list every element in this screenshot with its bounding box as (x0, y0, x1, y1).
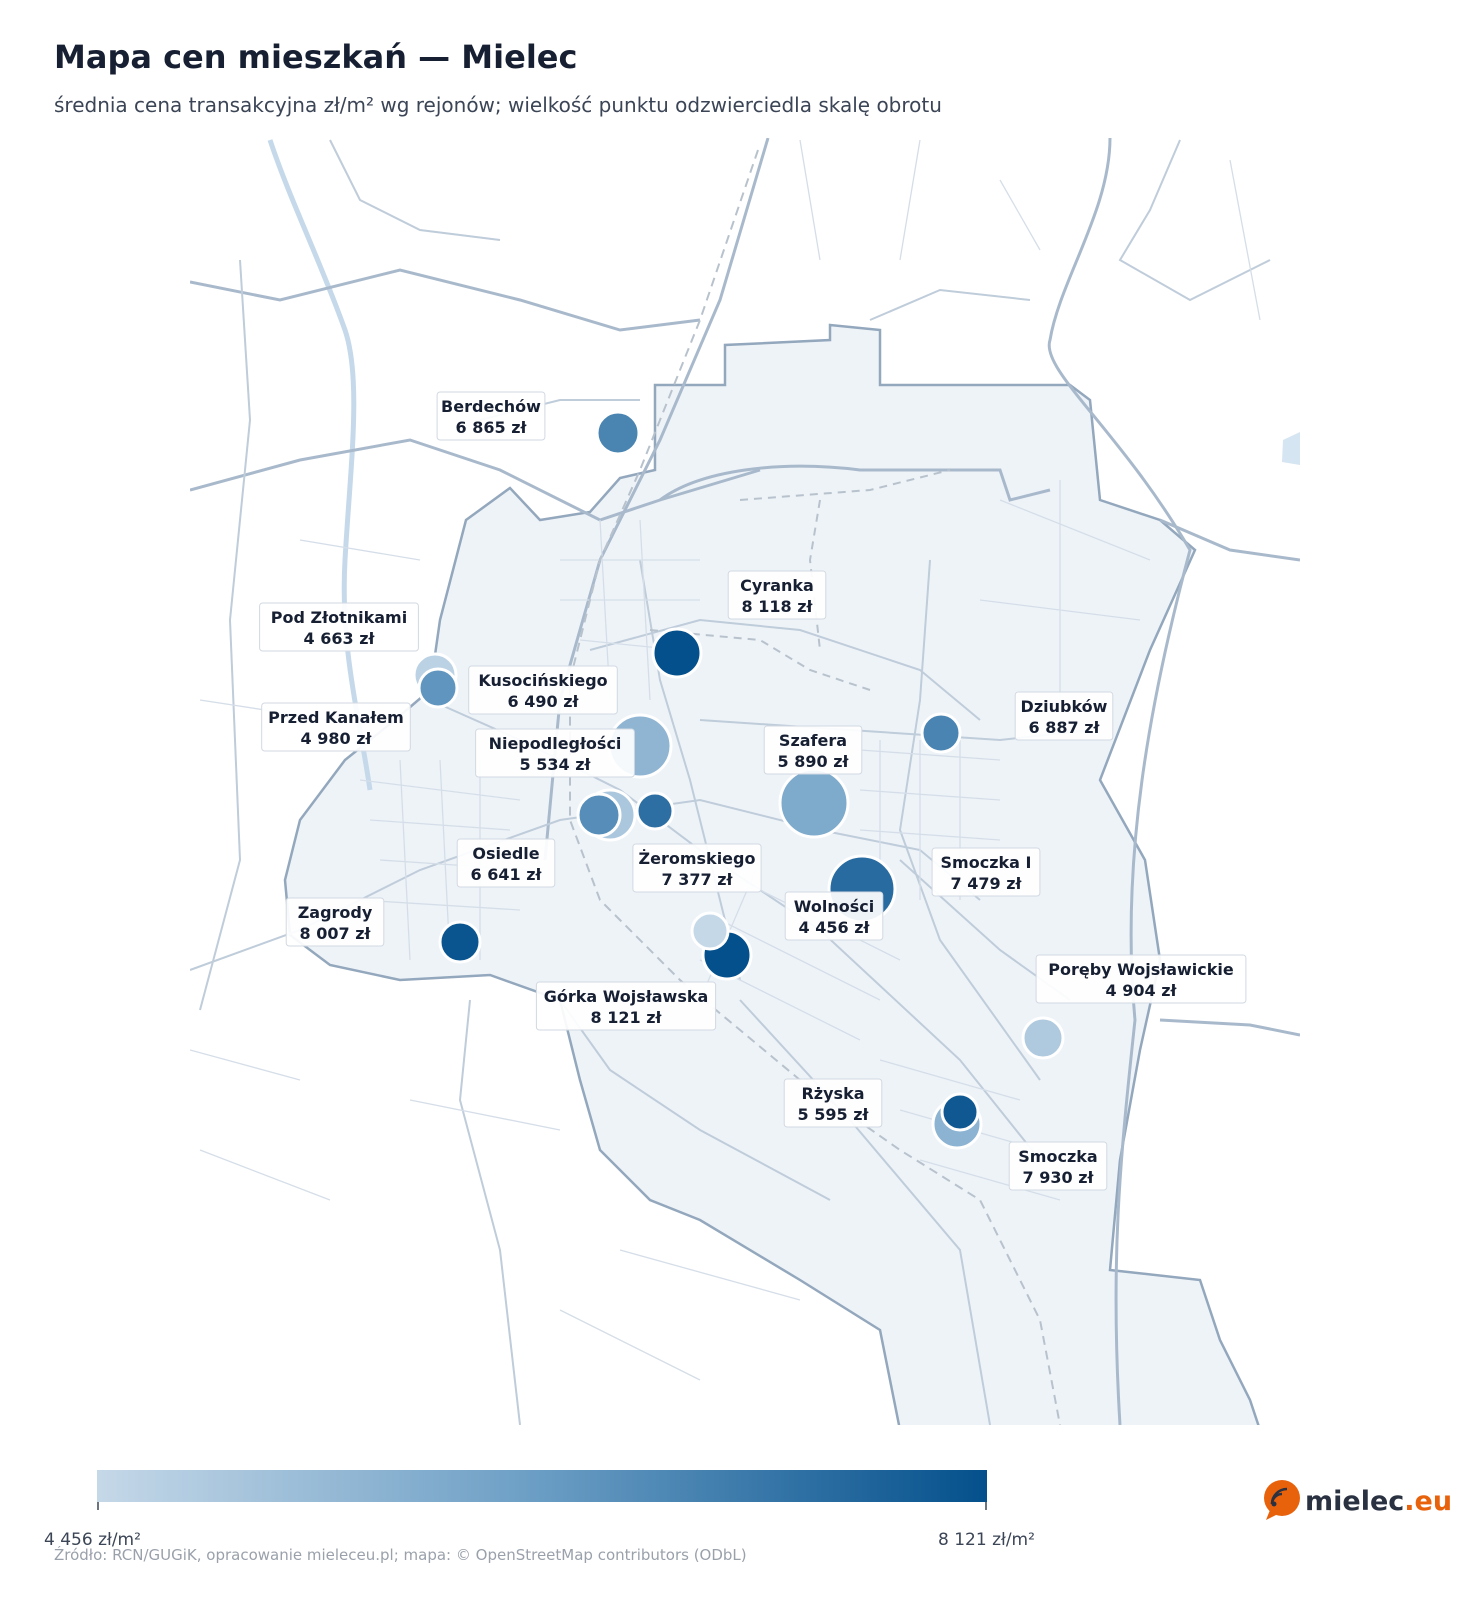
district-name: Pod Złotnikami (271, 608, 407, 627)
brand-accent: .eu (1404, 1486, 1453, 1517)
district-price: 5 534 zł (520, 755, 592, 774)
point-poreby-wojslawickie (1021, 1016, 1065, 1060)
railway-branch (649, 469, 951, 691)
railway (569, 149, 1061, 1425)
label-kusocinskiego: Kusocińskiego 6 490 zł (468, 665, 618, 715)
district-name: Berdechów (441, 397, 541, 416)
label-dziubkow: Dziubków 6 887 zł (1014, 691, 1114, 741)
label-rzyska: Rżyska 5 595 zł (783, 1078, 883, 1128)
label-box (784, 891, 884, 941)
district-price: 6 490 zł (508, 692, 580, 711)
label-box (261, 702, 411, 752)
point-wolnosci (690, 911, 730, 951)
label-box (1035, 954, 1247, 1004)
district-price: 6 887 zł (1029, 718, 1101, 737)
lake (1282, 432, 1300, 465)
point-dziubkow (920, 712, 962, 754)
district-name: Górka Wojsławska (544, 987, 709, 1006)
label-box (632, 843, 762, 893)
colorbar-min-label: 4 456 zł/m² (44, 1530, 141, 1550)
label-box (727, 570, 827, 620)
page-title: Mapa cen mieszkań — Mielec (54, 38, 578, 76)
label-box (456, 838, 556, 888)
district-name: Rżyska (801, 1084, 864, 1103)
district-price: 8 007 zł (300, 924, 372, 943)
point-zeromskiego (635, 791, 675, 831)
district-price: 6 865 zł (456, 418, 528, 437)
point-zagrody (438, 920, 482, 964)
city-boundary (283, 323, 1260, 1425)
label-szafera: Szafera 5 890 zł (763, 725, 863, 775)
point-osiedle (576, 792, 622, 838)
label-box (783, 1078, 883, 1128)
label-box (763, 725, 863, 775)
district-name: Osiedle (472, 844, 539, 863)
district-name: Dziubków (1021, 697, 1108, 716)
point-smoczka (940, 1092, 980, 1132)
district-price: 4 904 zł (1106, 981, 1178, 1000)
district-price: 7 930 zł (1023, 1168, 1095, 1187)
district-name: Cyranka (740, 576, 814, 595)
point-szafera (778, 767, 850, 839)
label-gorka-wojslawska: Górka Wojsławska 8 121 zł (535, 981, 717, 1031)
point-cyranka (651, 627, 703, 679)
district-name: Niepodległości (489, 734, 622, 753)
district-name: Zagrody (298, 903, 373, 922)
district-name: Kusocińskiego (478, 671, 607, 690)
label-berdechow: Berdechów 6 865 zł (436, 391, 546, 441)
district-labels: Berdechów 6 865 zł Cyranka 8 118 zł Pod Złot… (259, 391, 1247, 1191)
label-wolnosci: Wolności 4 456 zł (784, 891, 884, 941)
label-box (1008, 1141, 1108, 1191)
district-price: 8 118 zł (742, 597, 814, 616)
district-price: 7 479 zł (951, 874, 1023, 893)
district-points (412, 410, 1065, 1150)
label-cyranka: Cyranka 8 118 zł (727, 570, 827, 620)
label-box (436, 391, 546, 441)
river (267, 139, 373, 791)
colorbar (97, 1470, 987, 1502)
label-box (475, 728, 635, 778)
label-box (259, 602, 419, 652)
district-name: Przed Kanałem (268, 708, 404, 727)
district-price: 6 641 zł (471, 865, 543, 884)
point-berdechow (595, 410, 641, 456)
point-kusocinskiego (417, 667, 459, 709)
basemap (190, 138, 1300, 1425)
district-name: Wolności (794, 897, 874, 916)
district-price: 7 377 zł (662, 870, 734, 889)
label-przed-kanalem: Przed Kanałem 4 980 zł (261, 702, 411, 752)
district-price: 8 121 zł (591, 1008, 663, 1027)
wifi-signal-icon (1264, 1480, 1300, 1520)
district-price: 5 890 zł (778, 752, 850, 771)
label-zagrody: Zagrody 8 007 zł (285, 897, 385, 947)
district-name: Szafera (779, 731, 847, 750)
colorbar-max-label: 8 121 zł/m² (938, 1530, 1035, 1550)
district-price: 4 980 zł (301, 729, 373, 748)
source-note: Źródło: RCN/GUGiK, opracowanie mieleceu.… (54, 1546, 747, 1564)
label-box (931, 847, 1041, 897)
brand-logo: mielec.eu (1305, 1486, 1452, 1517)
district-name: Smoczka (1018, 1147, 1097, 1166)
brand-name: mielec (1305, 1486, 1405, 1517)
district-name: Smoczka I (941, 853, 1032, 872)
district-name: Poręby Wojsławickie (1048, 960, 1234, 979)
label-poreby-wojslawickie: Poręby Wojsławickie 4 904 zł (1035, 954, 1247, 1004)
label-pod-zlotnikami: Pod Złotnikami 4 663 zł (259, 602, 419, 652)
district-name: Żeromskiego (639, 849, 756, 868)
district-price: 4 663 zł (304, 629, 376, 648)
major-roads (190, 138, 1300, 1425)
label-niepodleglosci: Niepodległości 5 534 zł (475, 728, 635, 778)
district-price: 4 456 zł (799, 918, 871, 937)
label-zeromskiego: Żeromskiego 7 377 zł (632, 843, 762, 893)
label-smoczka-i: Smoczka I 7 479 zł (931, 847, 1041, 897)
label-box (1014, 691, 1114, 741)
label-box (535, 981, 717, 1031)
label-osiedle: Osiedle 6 641 zł (456, 838, 556, 888)
page-subtitle: średnia cena transakcyjna zł/m² wg rejon… (54, 93, 942, 117)
label-box (468, 665, 618, 715)
district-price: 5 595 zł (798, 1105, 870, 1124)
label-smoczka: Smoczka 7 930 zł (1008, 1141, 1108, 1191)
label-box (285, 897, 385, 947)
